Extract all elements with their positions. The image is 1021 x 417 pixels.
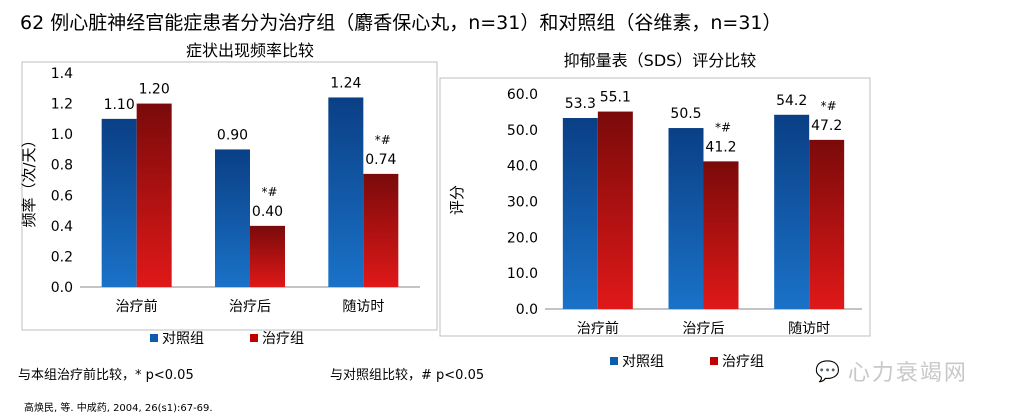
legend-swatch [710, 357, 718, 365]
legend-swatch [250, 334, 258, 342]
chart-frame [439, 77, 871, 337]
bar-treatment [597, 111, 633, 309]
bar-control [101, 118, 137, 287]
y-tick-label: 30.0 [507, 195, 538, 211]
y-tick-label: 1.4 [51, 66, 73, 82]
watermark-text: 心力衰竭网 [847, 361, 968, 386]
data-label: 1.20 [139, 82, 170, 98]
y-tick-label: 0.0 [51, 280, 73, 296]
wechat-icon: 💬 [815, 359, 842, 383]
y-tick-label: 20.0 [507, 230, 538, 246]
bar-control [215, 149, 250, 287]
y-tick-label: 0.2 [51, 249, 73, 265]
y-tick-label: 60.0 [507, 87, 538, 103]
y-tick-label: 0.6 [51, 188, 73, 204]
bar-control [562, 118, 598, 309]
legend-swatch [610, 357, 618, 365]
data-label: 41.2 [705, 139, 736, 155]
bar-control [668, 128, 704, 309]
y-axis-label: 评分 [448, 185, 466, 215]
y-tick-label: 0.0 [516, 302, 538, 318]
y-tick-label: 40.0 [507, 159, 538, 175]
data-label: 47.2 [811, 118, 842, 134]
legend-label: 对照组 [622, 354, 664, 370]
x-tick-label: 治疗前 [577, 320, 619, 337]
y-tick-label: 0.8 [51, 158, 73, 174]
data-label: 0.40 [252, 204, 283, 220]
y-tick-label: 10.0 [507, 266, 538, 282]
data-label: 0.90 [217, 127, 248, 143]
chart-frame [21, 61, 438, 331]
data-label: 55.1 [600, 90, 631, 106]
x-tick-label: 治疗后 [683, 321, 725, 337]
data-label: 54.2 [776, 93, 807, 109]
x-tick-label: 随访时 [342, 299, 384, 315]
y-tick-label: 1.0 [51, 127, 73, 143]
bar-treatment [703, 161, 739, 309]
legend-label: 对照组 [162, 331, 204, 347]
bar-treatment [363, 173, 399, 287]
watermark: 💬 心力衰竭网 [815, 355, 968, 387]
significance-mark: *# [261, 185, 277, 199]
chart-title: 抑郁量表（SDS）评分比较 [564, 51, 757, 70]
y-tick-label: 50.0 [507, 123, 538, 139]
y-tick-label: 0.4 [51, 219, 73, 235]
x-tick-label: 治疗前 [116, 298, 158, 315]
significance-mark: *# [821, 99, 837, 113]
x-tick-label: 治疗后 [229, 299, 271, 315]
reference: 高焕民, 等. 中成药, 2004, 26(s1):67-69. [24, 403, 213, 414]
legend-label: 治疗组 [262, 331, 304, 347]
y-axis-label: 频率（次/天） [20, 132, 38, 227]
significance-mark: *# [375, 133, 391, 147]
legend-label: 治疗组 [722, 354, 764, 370]
footnote-vs-control: 与对照组比较，# p<0.05 [330, 368, 485, 383]
bar-treatment [250, 225, 285, 287]
page-title: 62 例心脏神经官能症患者分为治疗组（麝香保心丸，n=31）和对照组（谷维素，n… [20, 12, 782, 34]
significance-mark: *# [715, 120, 731, 134]
data-label: 0.74 [365, 152, 396, 168]
bar-treatment [809, 139, 845, 309]
data-label: 1.10 [104, 97, 135, 113]
y-tick-label: 1.2 [51, 97, 73, 113]
data-label: 50.5 [670, 106, 701, 122]
bar-treatment [136, 103, 172, 287]
data-label: 1.24 [330, 75, 361, 91]
footnote-within-group: 与本组治疗前比较，* p<0.05 [18, 368, 194, 383]
x-tick-label: 随访时 [788, 321, 830, 337]
data-label: 53.3 [565, 96, 596, 112]
bar-control [774, 114, 810, 310]
bar-control [328, 97, 364, 287]
legend-swatch [150, 334, 158, 342]
chart-title: 症状出现频率比较 [186, 41, 314, 60]
